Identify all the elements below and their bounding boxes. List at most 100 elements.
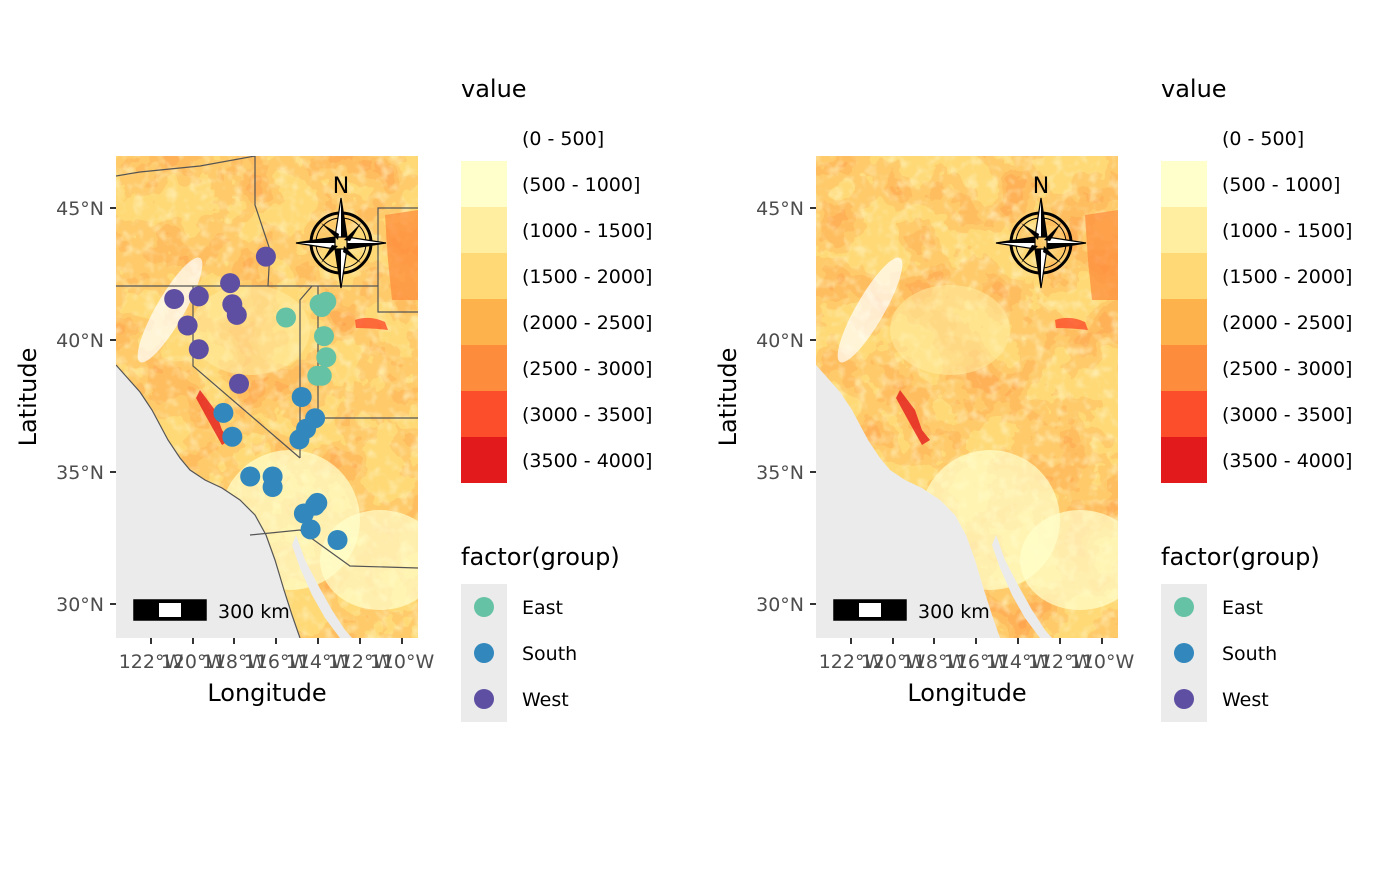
y-tick-label: 40°N [56,330,104,352]
map-area-1: 300 km [116,156,418,638]
point-south [213,402,234,423]
y-tick-label: 30°N [756,594,804,616]
legend-group-label: West [1222,689,1269,711]
y-axis-title: Latitude [14,348,42,447]
legend-value-label: (2000 - 2500] [1222,312,1352,334]
sierra-nevada-ridge [896,390,930,445]
x-axis-1: 122°W 120°W 118°W 116°W 114°W 112°W 110°… [119,638,435,673]
legend-swatch [461,437,507,483]
x-tick-label: 112°W [328,651,393,673]
x-tick-label: 114°W [286,651,351,673]
point-east [311,297,332,317]
rocky-mountains [1085,210,1118,300]
legend-swatch [1161,253,1207,299]
legend-group-2: factor(group) East South West [1161,543,1320,722]
legend-swatch [1161,161,1207,207]
x-tick-label: 110°W [370,651,435,673]
point-south [300,519,321,540]
x-axis-title: Longitude [907,679,1026,707]
legend-group-label: South [522,643,577,665]
legend-group-label: East [1222,597,1263,619]
legend-value-label: (3500 - 4000] [522,450,652,472]
legend-value-2: value (0 - 500] (500 - 1000] (1000 - 150… [1161,75,1352,483]
point-west [255,246,276,267]
legend-swatch [1161,207,1207,253]
legend-value-label: (500 - 1000] [522,174,640,196]
scale-bar: 300 km [833,599,990,623]
point-south [327,530,348,550]
legend-value-swatches [1161,115,1207,483]
legend-swatch [461,161,507,207]
legend-swatch [1161,391,1207,437]
state-borders [116,156,418,569]
y-tick-label: 45°N [56,198,104,220]
legend-value-label: (0 - 500] [1222,128,1304,150]
ocean [816,365,1000,638]
legend-group-label: West [522,689,569,711]
legend-value-label: (0 - 500] [522,128,604,150]
y-axis-1: 45°N 40°N 35°N 30°N [56,198,116,616]
point-west [177,315,198,336]
x-tick-label: 114°W [986,651,1051,673]
ridge [355,317,388,330]
point-east [311,365,332,386]
legend-group-1: factor(group) East South West [461,543,620,722]
legend-value-label: (2000 - 2500] [522,312,652,334]
point-west [220,273,241,294]
legend-swatch [461,253,507,299]
x-tick-label: 112°W [1028,651,1093,673]
legend-swatch [1161,115,1207,161]
sierra-nevada-ridge [196,390,230,445]
legend-value-label: (2500 - 3000] [1222,358,1352,380]
point-south [305,408,326,429]
legend-value-label: (1500 - 2000] [1222,266,1352,288]
scale-bar-label: 300 km [918,601,990,623]
legend-value-label: (3500 - 4000] [1222,450,1352,472]
panel-2: 300 km N 45°N 40°N 35 [714,75,1352,722]
legend-group-label: South [1222,643,1277,665]
legend-group-label: East [522,597,563,619]
point-south [289,429,310,450]
x-tick-label: 120°W [161,651,226,673]
legend-swatch [1161,437,1207,483]
legend-key-east [1174,597,1194,617]
legend-key-south [1174,643,1194,663]
gulf-of-california [992,535,1052,638]
legend-value-label: (3000 - 3500] [1222,404,1352,426]
point-west [164,289,185,309]
legend-value-label: (1000 - 1500] [1222,220,1352,242]
legend-swatch [461,115,507,161]
legend-swatch [461,391,507,437]
rocky-mountains [385,210,418,300]
point-south [293,503,314,524]
basin-light [190,285,310,375]
point-east [314,326,334,347]
legend-value-label: (2500 - 3000] [522,358,652,380]
coastline [116,364,301,638]
north-label: N [1033,174,1049,199]
north-label: N [333,174,349,199]
north-arrow-icon: N [995,174,1087,289]
point-south [262,477,283,497]
legend-group-title: factor(group) [461,543,620,571]
map-area-2: 300 km [816,156,1118,638]
y-tick-label: 35°N [756,462,804,484]
x-axis-2: 122°W 120°W 118°W 116°W 114°W 112°W 110°… [819,638,1134,673]
north-arrow-icon: N [295,174,387,289]
x-tick-label: 120°W [861,651,926,673]
desert-light [320,510,418,610]
point-east [316,347,337,368]
point-west [229,373,249,394]
point-west [188,286,209,307]
gulf-of-california [292,535,352,638]
desert-light [1020,510,1118,610]
x-tick-label: 116°W [244,651,309,673]
y-tick-label: 45°N [756,198,804,220]
x-tick-label: 116°W [944,651,1009,673]
legend-value-label: (1500 - 2000] [522,266,652,288]
x-axis-title: Longitude [207,679,326,707]
point-east [276,307,296,328]
legend-value-1: value (0 - 500] (500 - 1000] (1000 - 150… [461,75,652,483]
basin-light [890,285,1010,375]
